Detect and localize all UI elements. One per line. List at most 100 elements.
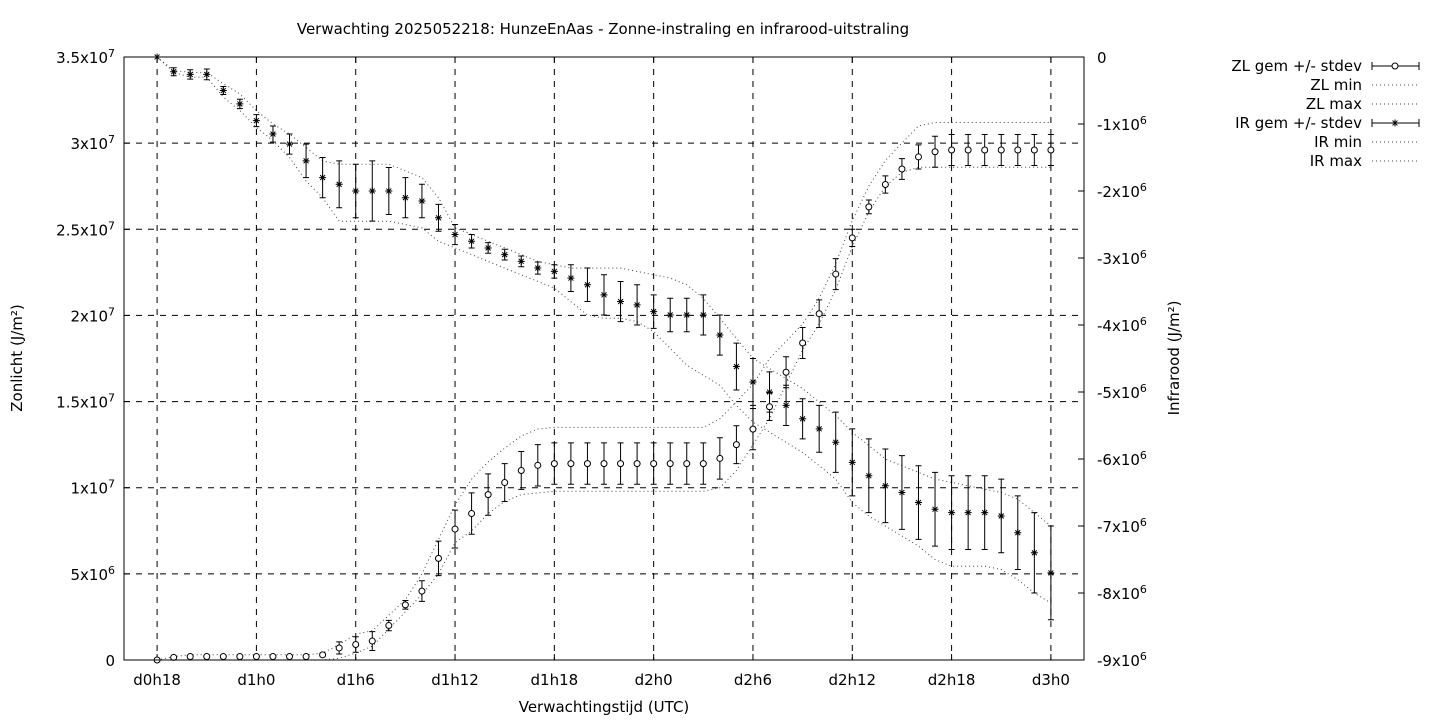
zl-point bbox=[683, 460, 691, 468]
x-tick-label: d1h6 bbox=[337, 671, 375, 689]
x-tick-label: d2h12 bbox=[828, 671, 876, 689]
zl-point bbox=[881, 180, 889, 188]
y-tick-label: -8x106 bbox=[1097, 583, 1147, 603]
zl-point bbox=[766, 403, 774, 411]
x-tick-label: d2h6 bbox=[734, 671, 772, 689]
chart-title: Verwachting 2025052218: HunzeEnAas - Zon… bbox=[297, 20, 909, 38]
zl-point bbox=[451, 525, 459, 533]
zl-point bbox=[401, 601, 409, 609]
tick-mantissa: -2x10 bbox=[1097, 183, 1140, 201]
y-tick-label: -9x106 bbox=[1097, 650, 1147, 670]
tick-exponent: 6 bbox=[108, 564, 115, 577]
zl-point bbox=[534, 461, 542, 469]
zl-point bbox=[236, 653, 244, 661]
tick-exponent: 6 bbox=[1140, 248, 1147, 261]
ir-point bbox=[567, 274, 575, 282]
y-tick-label: 5x106 bbox=[70, 564, 115, 584]
y-tick-label: -6x106 bbox=[1097, 449, 1147, 469]
ir-point bbox=[1047, 569, 1055, 577]
ir-point bbox=[699, 311, 707, 319]
ir-point bbox=[683, 311, 691, 319]
legend-label: ZL max bbox=[1306, 95, 1362, 113]
zl-point bbox=[302, 653, 310, 661]
tick-mantissa: -5x10 bbox=[1097, 384, 1140, 402]
ir-point bbox=[782, 401, 790, 409]
y-tick-label: 1.5x107 bbox=[56, 392, 115, 412]
zl-point bbox=[286, 653, 294, 661]
zl-point bbox=[666, 460, 674, 468]
tick-mantissa: -4x10 bbox=[1097, 317, 1140, 335]
y-tick-label: -1x106 bbox=[1097, 114, 1147, 134]
ir-point bbox=[749, 378, 757, 386]
zl-point bbox=[948, 146, 956, 154]
y-tick-label: 3x107 bbox=[70, 133, 115, 153]
ir-point bbox=[898, 489, 906, 496]
series-line-zl-min bbox=[157, 166, 1051, 661]
zl-point bbox=[352, 640, 360, 648]
y2-axis-label: Infrarood (J/m²) bbox=[1165, 301, 1183, 416]
ir-point bbox=[203, 70, 211, 78]
zl-point bbox=[848, 234, 856, 242]
ir-point bbox=[401, 194, 409, 202]
zl-point bbox=[600, 460, 608, 468]
tick-mantissa: -3x10 bbox=[1097, 250, 1140, 268]
ir-point bbox=[319, 174, 327, 182]
zl-point bbox=[468, 510, 476, 518]
tick-exponent: 6 bbox=[1140, 650, 1147, 663]
zl-point bbox=[319, 651, 327, 659]
ir-point bbox=[617, 298, 625, 306]
tick-exponent: 6 bbox=[1140, 315, 1147, 328]
ir-point bbox=[914, 499, 922, 507]
y-tick-label: 0 bbox=[1097, 49, 1107, 67]
ir-point bbox=[997, 512, 1005, 520]
tick-exponent: 7 bbox=[108, 219, 115, 232]
zl-point bbox=[335, 644, 343, 652]
ir-point bbox=[451, 231, 459, 239]
tick-mantissa: 0 bbox=[1097, 49, 1107, 67]
y-tick-labels: 05x1061x1071.5x1072x1072.5x1073x1073.5x1… bbox=[56, 47, 115, 670]
x-tick-label: d1h12 bbox=[431, 671, 479, 689]
min-max-lines bbox=[156, 56, 1052, 661]
legend-marker bbox=[1391, 119, 1399, 127]
ir-point bbox=[368, 187, 376, 195]
zl-point bbox=[898, 165, 906, 173]
ir-point bbox=[352, 187, 360, 195]
tick-exponent: 7 bbox=[108, 305, 115, 318]
ir-point bbox=[1014, 529, 1022, 537]
zl-point bbox=[567, 460, 575, 468]
ir-point bbox=[236, 100, 244, 108]
legend-label: IR min bbox=[1314, 133, 1362, 151]
ir-point bbox=[716, 331, 724, 339]
ir-point bbox=[550, 267, 558, 275]
x-tick-label: d2h18 bbox=[928, 671, 976, 689]
y-tick-label: -3x106 bbox=[1097, 248, 1147, 268]
tick-mantissa: 3x10 bbox=[70, 135, 108, 153]
x-tick-label: d1h18 bbox=[531, 671, 579, 689]
x-tick-label: d1h0 bbox=[237, 671, 275, 689]
zl-point bbox=[815, 310, 823, 318]
ir-point bbox=[633, 301, 641, 309]
zl-point bbox=[501, 479, 509, 487]
series-line-ir-min bbox=[156, 56, 1052, 604]
tick-exponent: 7 bbox=[108, 133, 115, 146]
tick-mantissa: 1x10 bbox=[70, 480, 108, 498]
zl-point bbox=[583, 460, 591, 468]
zl-point bbox=[699, 460, 707, 468]
ir-point bbox=[534, 264, 542, 272]
ir-point bbox=[881, 482, 889, 490]
tick-mantissa: 5x10 bbox=[70, 566, 108, 584]
grid bbox=[124, 56, 1084, 661]
tick-exponent: 7 bbox=[108, 47, 115, 60]
zl-point bbox=[865, 203, 873, 211]
x-tick-label: d0h18 bbox=[133, 671, 181, 689]
tick-mantissa: 3.5x10 bbox=[56, 49, 108, 67]
zl-point bbox=[269, 653, 277, 661]
plot-frame bbox=[123, 56, 1085, 661]
legend-marker bbox=[1391, 62, 1399, 70]
legend-label: ZL gem +/- stdev bbox=[1231, 57, 1362, 75]
y-tick-label: 3.5x107 bbox=[56, 47, 115, 67]
zl-point bbox=[650, 460, 658, 468]
y-tick-label: 0 bbox=[105, 652, 115, 670]
